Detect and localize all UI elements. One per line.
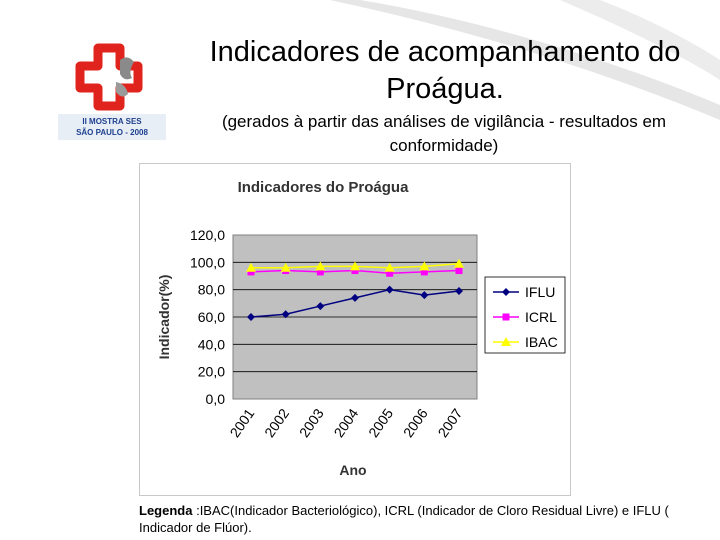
y-tick-label: 60,0 — [198, 309, 225, 325]
data-point-ibac — [280, 262, 291, 272]
data-point-icrl — [316, 268, 324, 276]
logo-caption-line1: II MOSTRA SES — [82, 117, 142, 126]
data-point-ibac — [419, 261, 430, 271]
x-tick-label: 2001 — [226, 405, 257, 440]
legend-description: :IBAC(Indicador Bacteriológico), ICRL (I… — [139, 503, 669, 535]
data-point-ibac — [315, 261, 326, 271]
data-point-iflu — [247, 313, 255, 321]
x-tick-label: 2005 — [365, 405, 396, 440]
data-point-iflu — [316, 302, 325, 311]
chart-title: Indicadores do Proágua — [238, 179, 410, 196]
slide-subtitle: (gerados à partir das análises de vigilâ… — [221, 112, 667, 155]
y-tick-label: 100,0 — [190, 254, 225, 270]
line-chart: Indicadores do Proágua 0,0 20,0 40,0 60,0 80,… — [156, 179, 566, 478]
x-tick-label: 2007 — [434, 405, 465, 440]
data-point-icrl — [247, 268, 255, 276]
chart-legend — [484, 276, 566, 354]
legend-label: Legenda — [139, 503, 193, 518]
data-point-ibac — [454, 258, 464, 268]
y-axis-title: Indicador(%) — [156, 275, 172, 360]
x-tick-label: 2003 — [296, 405, 327, 440]
y-tick-label: 80,0 — [198, 282, 225, 298]
y-tick-label: 40,0 — [198, 336, 225, 352]
legend-item-label: IBAC — [525, 334, 558, 350]
data-point-icrl — [455, 267, 463, 275]
x-tick-label: 2004 — [330, 405, 361, 440]
red-cross-logo-icon — [75, 43, 143, 111]
event-logo — [58, 40, 168, 140]
y-tick-label: 0,0 — [206, 391, 226, 407]
x-axis-title: Ano — [339, 462, 366, 478]
data-point-iflu — [455, 287, 463, 296]
legend-item-label: IFLU — [525, 284, 555, 300]
data-point-ibac — [384, 262, 395, 272]
data-point-iflu — [351, 293, 359, 302]
y-tick-label: 20,0 — [198, 364, 225, 380]
y-tick-label: 120,0 — [190, 227, 225, 243]
logo-caption-line2: SÃO PAULO - 2008 — [76, 128, 148, 137]
legend-item-label: ICRL — [525, 309, 557, 325]
legend-swatch-marker — [501, 337, 511, 346]
x-tick-label: 2006 — [400, 405, 431, 440]
data-point-iflu — [420, 291, 429, 300]
slide-title: Indicadores de acompanhamento do Proágua… — [209, 36, 681, 105]
x-tick-label: 2002 — [261, 405, 292, 440]
data-point-iflu — [281, 310, 290, 319]
data-point-ibac — [246, 262, 256, 272]
data-point-icrl — [420, 268, 428, 276]
data-point-icrl — [386, 269, 394, 277]
logo-caption: II MOSTRA SES SÃO PAULO - 2008 — [58, 114, 166, 140]
chart-container: Indicadores do Proágua 0,0 20,0 40,0 60,0 80,… — [139, 163, 571, 496]
legend-note: Legenda :IBAC(Indicador Bacteriológico),… — [139, 502, 709, 536]
legend-swatch-marker — [502, 313, 510, 321]
legend-swatch-marker — [502, 288, 510, 296]
data-point-ibac — [350, 261, 360, 271]
data-point-icrl — [351, 267, 359, 275]
